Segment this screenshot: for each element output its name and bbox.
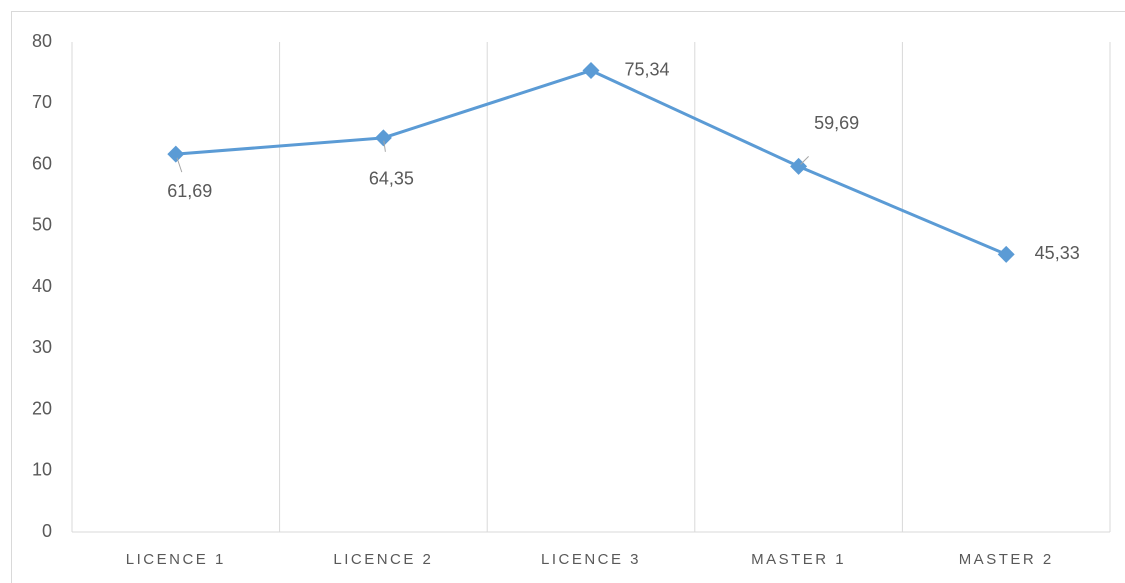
marker	[582, 62, 600, 80]
y-tick-label: 70	[32, 92, 52, 112]
data-label: 45,33	[1035, 243, 1080, 263]
y-tick-label: 20	[32, 398, 52, 418]
y-tick-label: 10	[32, 460, 52, 480]
x-tick-label: LICENCE 2	[333, 551, 433, 568]
chart-frame	[11, 11, 1125, 583]
y-tick-label: 80	[32, 31, 52, 51]
y-tick-label: 40	[32, 276, 52, 296]
marker	[374, 129, 392, 147]
y-tick-label: 0	[42, 521, 52, 541]
x-tick-label: LICENCE 1	[126, 551, 226, 568]
line	[175, 68, 1007, 256]
data-label: 75,34	[624, 59, 669, 79]
x-tick-label: LICENCE 3	[541, 551, 641, 568]
data-label: 64,35	[369, 169, 414, 189]
x-tick-label: MASTER 1	[751, 551, 846, 568]
x-tick-label: MASTER 2	[959, 551, 1054, 568]
data-label: 61,69	[167, 181, 212, 201]
y-tick-label: 30	[32, 337, 52, 357]
leader-line	[383, 140, 386, 152]
marker	[997, 245, 1015, 263]
y-tick-label: 60	[32, 153, 52, 173]
marker	[167, 145, 185, 163]
leader-line	[800, 156, 809, 165]
y-tick-label: 50	[32, 215, 52, 235]
leader-line	[176, 157, 183, 173]
data-label: 59,69	[814, 113, 859, 133]
